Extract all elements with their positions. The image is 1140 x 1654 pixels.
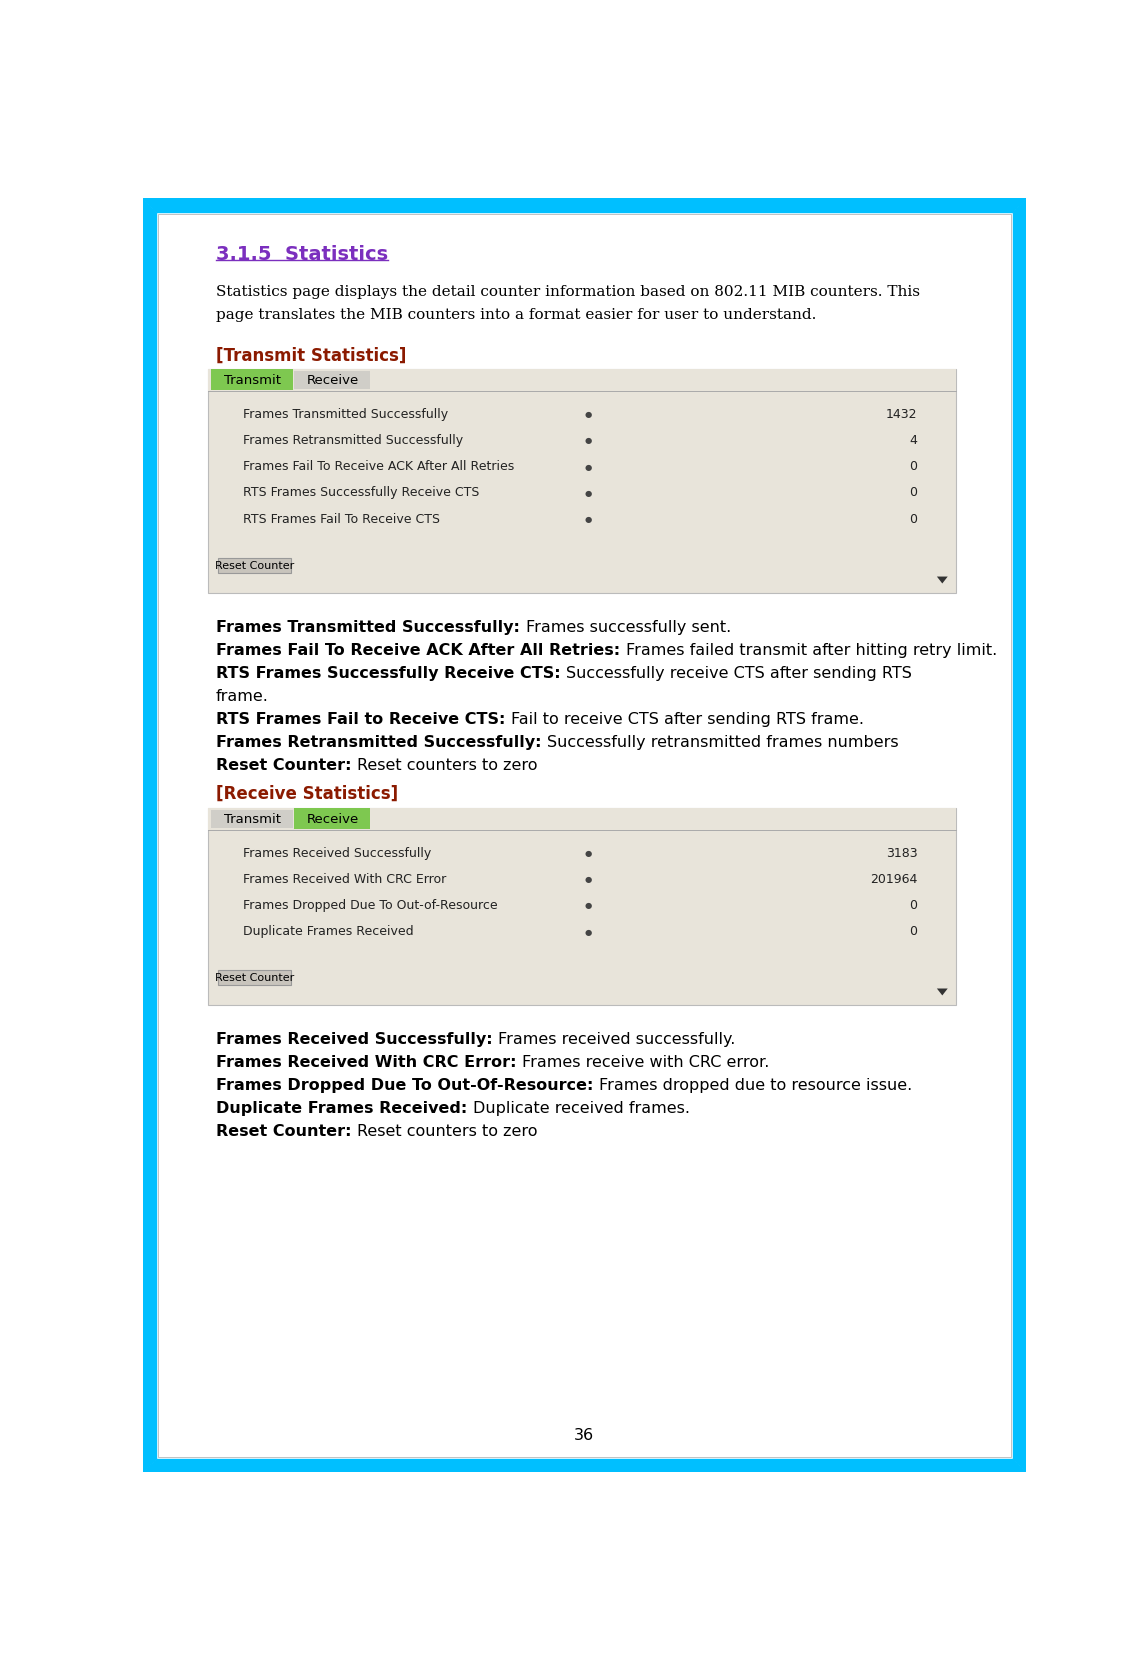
Text: 0: 0 (910, 486, 918, 500)
Text: ●: ● (585, 514, 592, 524)
Bar (209, 369, 956, 592)
Text: Receive: Receive (307, 812, 358, 825)
Text: frame.: frame. (217, 690, 269, 705)
Text: ●: ● (585, 901, 592, 910)
Text: 4: 4 (910, 433, 918, 447)
Bar (209, 809, 956, 1004)
Text: ●: ● (585, 875, 592, 885)
Text: Receive: Receive (307, 374, 358, 387)
Text: 201964: 201964 (870, 873, 918, 887)
Bar (218, 969, 292, 986)
Polygon shape (937, 577, 947, 584)
Text: Frames failed transmit after hitting retry limit.: Frames failed transmit after hitting ret… (626, 643, 998, 658)
Text: Fail to receive CTS after sending RTS frame.: Fail to receive CTS after sending RTS fr… (511, 713, 864, 728)
Text: 3183: 3183 (886, 847, 918, 860)
Text: RTS Frames Successfully Receive CTS:: RTS Frames Successfully Receive CTS: (217, 667, 567, 681)
Text: Frames Retransmitted Successfully:: Frames Retransmitted Successfully: (217, 734, 547, 751)
Text: RTS Frames Fail To Receive CTS: RTS Frames Fail To Receive CTS (243, 513, 440, 526)
Text: [Transmit Statistics]: [Transmit Statistics] (217, 346, 407, 364)
Text: Reset Counter:: Reset Counter: (217, 758, 357, 774)
Text: Frames receive with CRC error.: Frames receive with CRC error. (522, 1055, 770, 1070)
Text: ●: ● (585, 490, 592, 498)
Text: ●: ● (585, 410, 592, 418)
Text: Frames dropped due to resource issue.: Frames dropped due to resource issue. (600, 1078, 912, 1093)
Text: Successfully receive CTS after sending RTS: Successfully receive CTS after sending R… (567, 667, 912, 681)
Bar (294, 370, 370, 389)
Text: Frames Transmitted Successfully:: Frames Transmitted Successfully: (217, 620, 526, 635)
Text: 3.1.5  Statistics: 3.1.5 Statistics (217, 245, 389, 263)
Text: ●: ● (585, 463, 592, 471)
Text: Frames Dropped Due To Out-Of-Resource:: Frames Dropped Due To Out-Of-Resource: (217, 1078, 600, 1093)
Text: RTS Frames Successfully Receive CTS: RTS Frames Successfully Receive CTS (243, 486, 480, 500)
Text: Frames Received Successfully: Frames Received Successfully (243, 847, 432, 860)
Text: Duplicate received frames.: Duplicate received frames. (473, 1102, 690, 1116)
Text: Frames Received With CRC Error:: Frames Received With CRC Error: (217, 1055, 522, 1070)
Text: Statistics page displays the detail counter information based on 802.11 MIB coun: Statistics page displays the detail coun… (217, 284, 920, 299)
Text: 0: 0 (910, 513, 918, 526)
Text: ●: ● (585, 928, 592, 936)
Text: Duplicate Frames Received:: Duplicate Frames Received: (217, 1102, 473, 1116)
Text: Reset Counter:: Reset Counter: (217, 1125, 357, 1140)
Text: Successfully retransmitted frames numbers: Successfully retransmitted frames number… (547, 734, 898, 751)
Text: Reset Counter: Reset Counter (214, 973, 294, 982)
Text: ●: ● (585, 849, 592, 858)
Text: ●: ● (585, 437, 592, 445)
Text: Frames Fail To Receive ACK After All Retries:: Frames Fail To Receive ACK After All Ret… (217, 643, 626, 658)
Text: 1432: 1432 (886, 409, 918, 420)
Bar (209, 369, 956, 390)
Text: 0: 0 (910, 925, 918, 938)
Text: 0: 0 (910, 460, 918, 473)
Text: Duplicate Frames Received: Duplicate Frames Received (243, 925, 414, 938)
Bar (212, 810, 293, 827)
Text: [Receive Statistics]: [Receive Statistics] (217, 786, 398, 804)
Text: Frames received successfully.: Frames received successfully. (498, 1032, 735, 1047)
Text: 36: 36 (575, 1427, 594, 1442)
Bar (218, 557, 292, 574)
Text: Reset counters to zero: Reset counters to zero (357, 758, 538, 774)
Text: Frames successfully sent.: Frames successfully sent. (526, 620, 731, 635)
Text: Frames Received With CRC Error: Frames Received With CRC Error (243, 873, 447, 887)
Text: Frames Retransmitted Successfully: Frames Retransmitted Successfully (243, 433, 463, 447)
Text: 0: 0 (910, 900, 918, 911)
Text: Frames Fail To Receive ACK After All Retries: Frames Fail To Receive ACK After All Ret… (243, 460, 514, 473)
Text: RTS Frames Fail to Receive CTS:: RTS Frames Fail to Receive CTS: (217, 713, 511, 728)
Bar (294, 809, 370, 829)
Text: Transmit: Transmit (223, 812, 280, 825)
Text: page translates the MIB counters into a format easier for user to understand.: page translates the MIB counters into a … (217, 308, 816, 323)
Text: Frames Received Successfully:: Frames Received Successfully: (217, 1032, 498, 1047)
Bar (209, 809, 956, 830)
Text: Frames Transmitted Successfully: Frames Transmitted Successfully (243, 409, 448, 420)
Bar (212, 369, 293, 390)
Text: Transmit: Transmit (223, 374, 280, 387)
Text: Frames Dropped Due To Out-of-Resource: Frames Dropped Due To Out-of-Resource (243, 900, 498, 911)
Text: Reset counters to zero: Reset counters to zero (357, 1125, 538, 1140)
Text: Reset Counter: Reset Counter (214, 561, 294, 571)
Polygon shape (937, 989, 947, 996)
